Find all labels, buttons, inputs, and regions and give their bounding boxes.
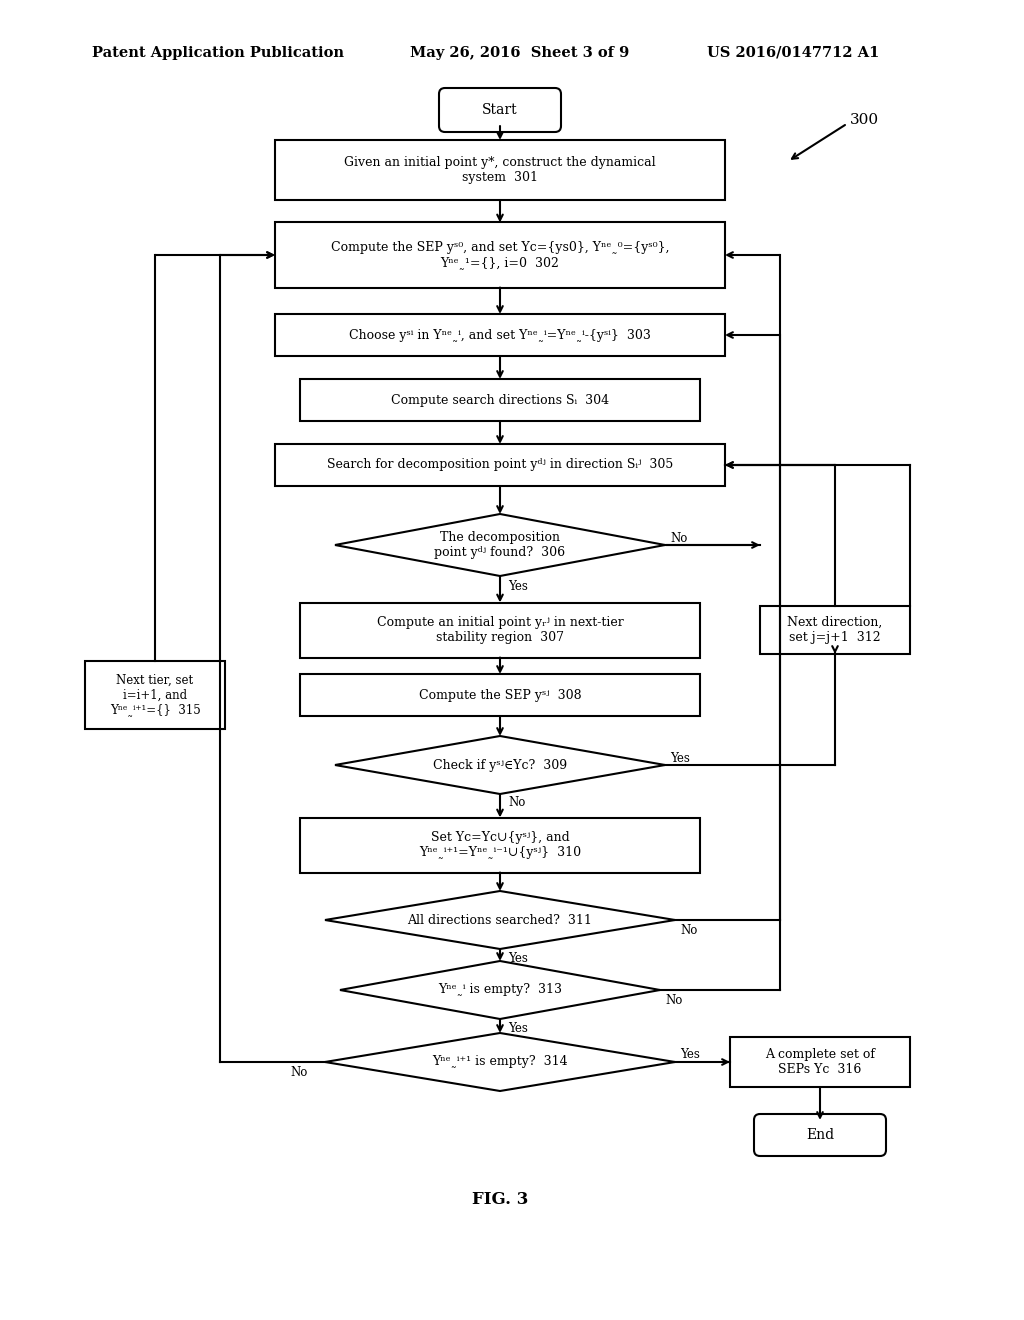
Text: No: No	[508, 796, 525, 809]
Text: Choose yˢⁱ in Yⁿᵉ˷ⁱ, and set Yⁿᵉ˷ⁱ=Yⁿᵉ˷ⁱ-{yˢⁱ}  303: Choose yˢⁱ in Yⁿᵉ˷ⁱ, and set Yⁿᵉ˷ⁱ=Yⁿᵉ˷ⁱ…	[349, 329, 651, 342]
Text: Compute the SEP yˢ⁰, and set Yc={ys0}, Yⁿᵉ˷⁰={yˢ⁰},
Yⁿᵉ˷¹={}, i=0  302: Compute the SEP yˢ⁰, and set Yc={ys0}, Y…	[331, 242, 670, 269]
Polygon shape	[335, 513, 665, 576]
Bar	[275, 314, 725, 356]
Text: US 2016/0147712 A1: US 2016/0147712 A1	[707, 46, 879, 59]
Polygon shape	[340, 961, 660, 1019]
Bar	[275, 140, 725, 201]
Text: Yⁿᵉ˷ⁱ is empty?  313: Yⁿᵉ˷ⁱ is empty? 313	[438, 983, 562, 997]
Text: Next direction,
set j=j+1  312: Next direction, set j=j+1 312	[787, 616, 883, 644]
Text: Check if yˢʲ∈Yc?  309: Check if yˢʲ∈Yc? 309	[433, 759, 567, 771]
Text: Next tier, set
i=i+1, and
Yⁿᵉ˷ⁱ⁺¹={}  315: Next tier, set i=i+1, and Yⁿᵉ˷ⁱ⁺¹={} 315	[110, 673, 201, 717]
Bar	[85, 661, 225, 729]
Text: Yes: Yes	[680, 1048, 699, 1061]
Text: No: No	[670, 532, 687, 544]
Text: Yes: Yes	[508, 581, 528, 594]
FancyBboxPatch shape	[439, 88, 561, 132]
Text: A complete set of
SEPs Yc  316: A complete set of SEPs Yc 316	[765, 1048, 874, 1076]
Text: Compute search directions Sᵢ  304: Compute search directions Sᵢ 304	[391, 393, 609, 407]
Bar	[300, 675, 700, 715]
Bar	[275, 223, 725, 288]
Text: No: No	[680, 924, 697, 936]
Text: Yes: Yes	[508, 1022, 528, 1035]
Text: Given an initial point y*, construct the dynamical
system  301: Given an initial point y*, construct the…	[344, 156, 655, 183]
Bar	[300, 602, 700, 657]
Text: Yes: Yes	[670, 751, 690, 764]
Bar	[300, 817, 700, 873]
Text: The decomposition
point yᵈʲ found?  306: The decomposition point yᵈʲ found? 306	[434, 531, 565, 558]
Text: Compute an initial point yᵣʲ in next-tier
stability region  307: Compute an initial point yᵣʲ in next-tie…	[377, 616, 624, 644]
Text: No: No	[665, 994, 682, 1006]
Bar	[760, 606, 910, 653]
Polygon shape	[325, 1034, 675, 1092]
Text: FIG. 3: FIG. 3	[472, 1192, 528, 1209]
Text: End: End	[806, 1129, 835, 1142]
Text: Search for decomposition point yᵈʲ in direction Sᵢʲ  305: Search for decomposition point yᵈʲ in di…	[327, 458, 673, 471]
Bar	[300, 379, 700, 421]
Text: Yes: Yes	[508, 952, 528, 965]
Bar	[730, 1038, 910, 1086]
Text: Patent Application Publication: Patent Application Publication	[92, 46, 344, 59]
Text: Yⁿᵉ˷ⁱ⁺¹ is empty?  314: Yⁿᵉ˷ⁱ⁺¹ is empty? 314	[432, 1056, 568, 1068]
Text: May 26, 2016  Sheet 3 of 9: May 26, 2016 Sheet 3 of 9	[410, 46, 629, 59]
Text: 300: 300	[850, 114, 880, 127]
Text: Compute the SEP yˢʲ  308: Compute the SEP yˢʲ 308	[419, 689, 582, 701]
Polygon shape	[335, 737, 665, 795]
Text: All directions searched?  311: All directions searched? 311	[408, 913, 593, 927]
FancyBboxPatch shape	[754, 1114, 886, 1156]
Polygon shape	[325, 891, 675, 949]
Text: Start: Start	[482, 103, 518, 117]
Text: Set Yc=Yc∪{yˢʲ}, and
Yⁿᵉ˷ⁱ⁺¹=Yⁿᵉ˷ⁱ⁻¹∪{yˢʲ}  310: Set Yc=Yc∪{yˢʲ}, and Yⁿᵉ˷ⁱ⁺¹=Yⁿᵉ˷ⁱ⁻¹∪{yˢ…	[419, 832, 581, 859]
Text: No: No	[290, 1065, 307, 1078]
Bar	[275, 444, 725, 486]
